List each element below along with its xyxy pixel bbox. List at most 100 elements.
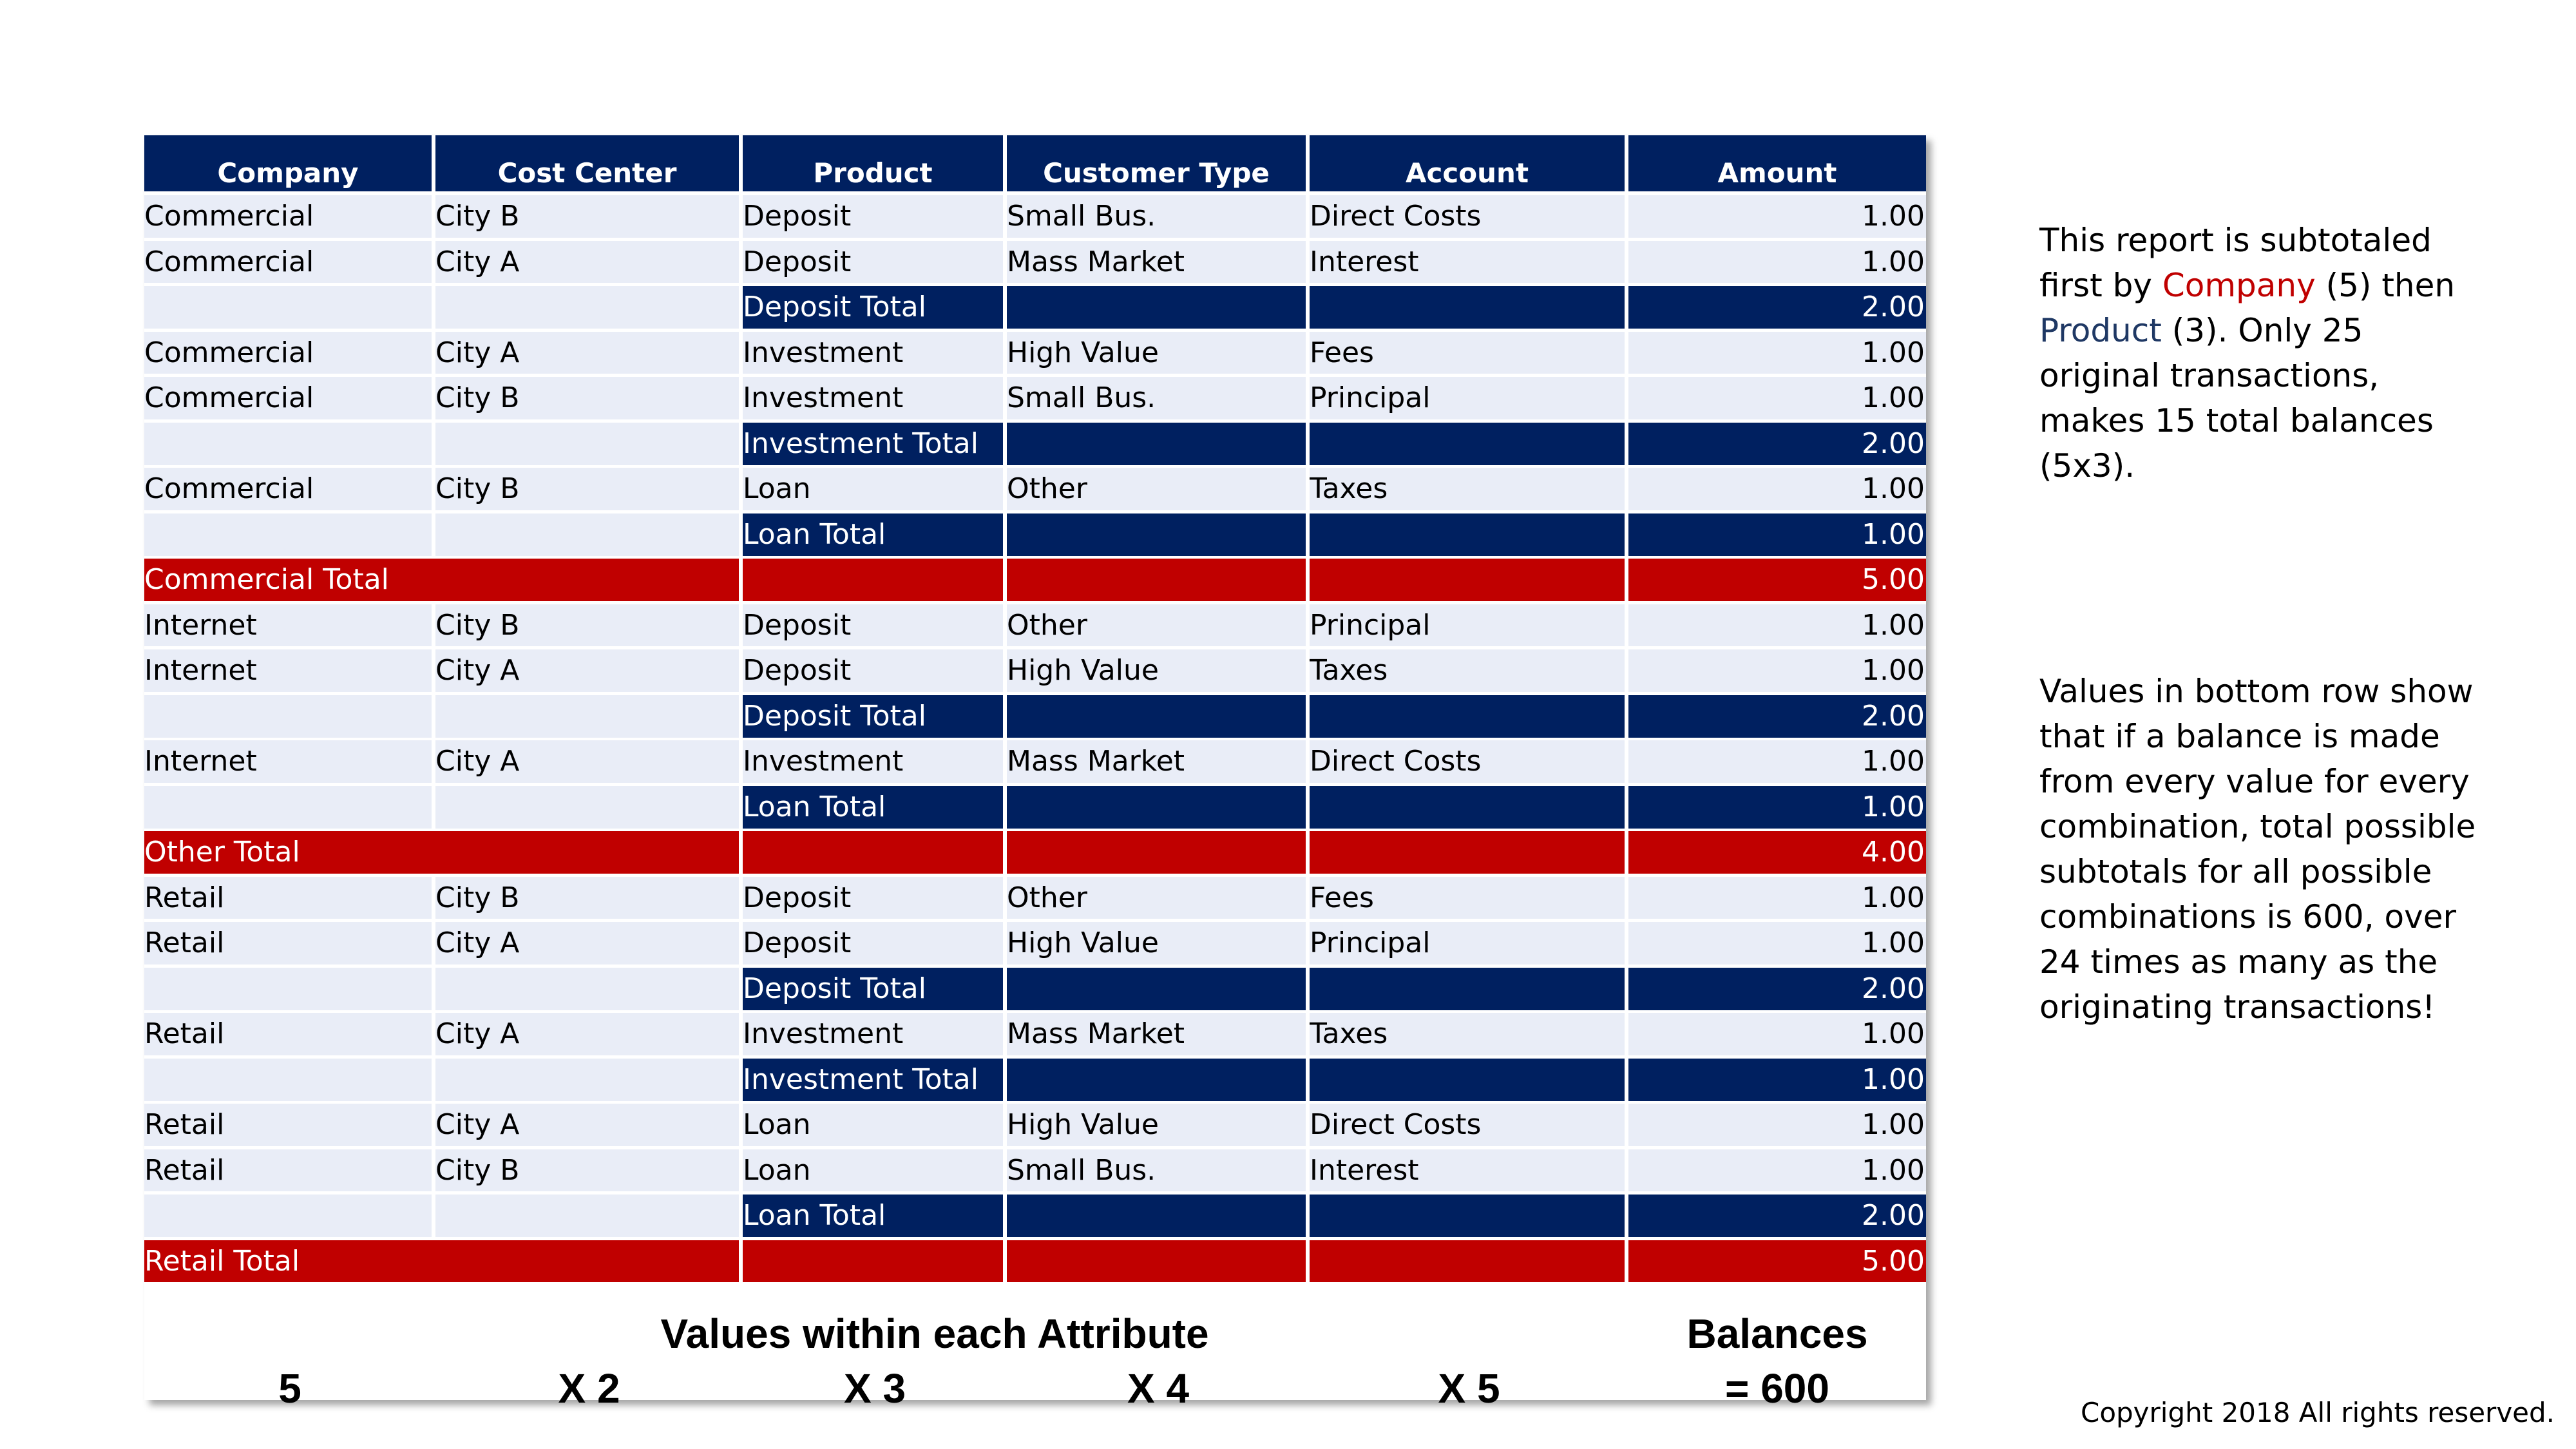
cell-company: Retail xyxy=(144,1013,435,1059)
subtotal-report-table: Company Cost Center Product Customer Typ… xyxy=(144,135,1926,1412)
table-row: Commercial City A Deposit Mass Market Intere… xyxy=(144,240,1926,286)
cell-product: Investment xyxy=(743,331,1007,377)
cell-cost-center: City B xyxy=(435,1149,743,1195)
cell-customer-type xyxy=(1007,286,1310,332)
cell-customer-type: High Value xyxy=(1007,331,1310,377)
cell-amount: 1.00 xyxy=(1628,922,1926,968)
cell-company xyxy=(144,513,435,559)
cell-total-label: Retail Total xyxy=(144,1240,743,1285)
table-row: Retail City A Loan High Value Direct Costs 1.… xyxy=(144,1104,1926,1149)
subtotal-row: Loan Total 1.00 xyxy=(144,513,1926,559)
cell-account: Direct Costs xyxy=(1310,740,1628,786)
cell-amount: 2.00 xyxy=(1628,1195,1926,1240)
cell-amount: 1.00 xyxy=(1628,1104,1926,1149)
cell-amount: 1.00 xyxy=(1628,785,1926,832)
cell-product: Loan Total xyxy=(743,1195,1007,1240)
cell-product xyxy=(743,559,1007,604)
company-total-row: Retail Total 5.00 xyxy=(144,1240,1926,1285)
cell-cost-center xyxy=(435,286,743,332)
cell-cost-center: City A xyxy=(435,922,743,968)
cell-customer-type: Mass Market xyxy=(1007,240,1310,286)
table-row: Commercial City B Investment Small Bus. Prin… xyxy=(144,377,1926,423)
cell-account xyxy=(1310,513,1628,559)
cell-product: Loan xyxy=(743,1104,1007,1149)
cell-amount: 2.00 xyxy=(1628,695,1926,741)
cell-account: Principal xyxy=(1310,604,1628,649)
cell-product: Investment xyxy=(743,377,1007,423)
header-company: Company xyxy=(144,135,435,195)
table-row: Retail City B Loan Small Bus. Interest 1.00 xyxy=(144,1149,1926,1195)
balances-label: Balances xyxy=(1686,1310,1868,1357)
cell-amount: 5.00 xyxy=(1628,559,1926,604)
header-cost-center: Cost Center xyxy=(435,135,743,195)
cell-account: Taxes xyxy=(1310,1013,1628,1059)
cell-product xyxy=(743,1240,1007,1285)
table-row: Internet City B Deposit Other Principal 1.00 xyxy=(144,604,1926,649)
cell-customer-type xyxy=(1007,1240,1310,1285)
company-total-row: Commercial Total 5.00 xyxy=(144,559,1926,604)
cell-amount: 1.00 xyxy=(1628,876,1926,922)
note1-part3: (3). Only 25 original transactions, make… xyxy=(2039,312,2434,485)
cell-customer-type xyxy=(1007,1058,1310,1104)
cell-company xyxy=(144,422,435,468)
cell-amount: 1.00 xyxy=(1628,240,1926,286)
cell-product: Investment xyxy=(743,740,1007,786)
cell-account xyxy=(1310,559,1628,604)
table-row: Commercial City A Investment High Value Fees… xyxy=(144,331,1926,377)
cell-customer-type xyxy=(1007,967,1310,1013)
cell-amount: 4.00 xyxy=(1628,831,1926,877)
cell-account xyxy=(1310,1058,1628,1104)
cell-product: Deposit Total xyxy=(743,695,1007,741)
cell-company xyxy=(144,286,435,332)
cell-company: Internet xyxy=(144,604,435,649)
cell-amount: 1.00 xyxy=(1628,649,1926,695)
cell-amount: 5.00 xyxy=(1628,1240,1926,1285)
cell-cost-center: City B xyxy=(435,468,743,513)
header-product: Product xyxy=(743,135,1007,195)
cell-customer-type: High Value xyxy=(1007,649,1310,695)
note-subtotal-explanation: This report is subtotaled first by Compa… xyxy=(2039,218,2490,488)
cell-account xyxy=(1310,1240,1628,1285)
cell-customer-type xyxy=(1007,785,1310,832)
cell-cost-center xyxy=(435,513,743,559)
cell-account xyxy=(1310,967,1628,1013)
cell-product: Deposit xyxy=(743,604,1007,649)
cell-amount: 1.00 xyxy=(1628,195,1926,241)
company-total-row: Other Total 4.00 xyxy=(144,831,1926,877)
cell-amount: 2.00 xyxy=(1628,286,1926,332)
cell-account: Direct Costs xyxy=(1310,1104,1628,1149)
cell-product: Deposit Total xyxy=(743,967,1007,1013)
cell-customer-type: Other xyxy=(1007,468,1310,513)
cell-customer-type xyxy=(1007,1195,1310,1240)
cell-product: Deposit xyxy=(743,240,1007,286)
table-grid: Company Cost Center Product Customer Typ… xyxy=(144,135,1926,1285)
cell-amount: 1.00 xyxy=(1628,513,1926,559)
cell-amount: 1.00 xyxy=(1628,740,1926,786)
cell-account: Interest xyxy=(1310,240,1628,286)
cell-amount: 1.00 xyxy=(1628,1058,1926,1104)
cell-cost-center xyxy=(435,1058,743,1104)
cell-customer-type: Mass Market xyxy=(1007,740,1310,786)
cell-company: Commercial xyxy=(144,195,435,241)
cell-cost-center xyxy=(435,1195,743,1240)
subtotal-row: Deposit Total 2.00 xyxy=(144,695,1926,741)
cell-product: Investment Total xyxy=(743,422,1007,468)
cell-product: Loan xyxy=(743,1149,1007,1195)
cell-amount: 1.00 xyxy=(1628,1149,1926,1195)
cell-customer-type: Small Bus. xyxy=(1007,377,1310,423)
cell-product: Loan xyxy=(743,468,1007,513)
cell-product: Deposit xyxy=(743,876,1007,922)
cell-product: Loan Total xyxy=(743,785,1007,832)
cell-cost-center xyxy=(435,695,743,741)
cell-company xyxy=(144,785,435,832)
values-within-attribute-label: Values within each Attribute xyxy=(660,1310,1209,1357)
cell-amount: 2.00 xyxy=(1628,967,1926,1013)
cell-product: Deposit xyxy=(743,195,1007,241)
count-cost-center: X 2 xyxy=(558,1365,620,1412)
subtotal-row: Loan Total 2.00 xyxy=(144,1195,1926,1240)
header-account: Account xyxy=(1310,135,1628,195)
cell-company: Internet xyxy=(144,740,435,786)
cell-account: Principal xyxy=(1310,377,1628,423)
table-row: Retail City B Deposit Other Fees 1.00 xyxy=(144,876,1926,922)
subtotal-row: Deposit Total 2.00 xyxy=(144,286,1926,332)
